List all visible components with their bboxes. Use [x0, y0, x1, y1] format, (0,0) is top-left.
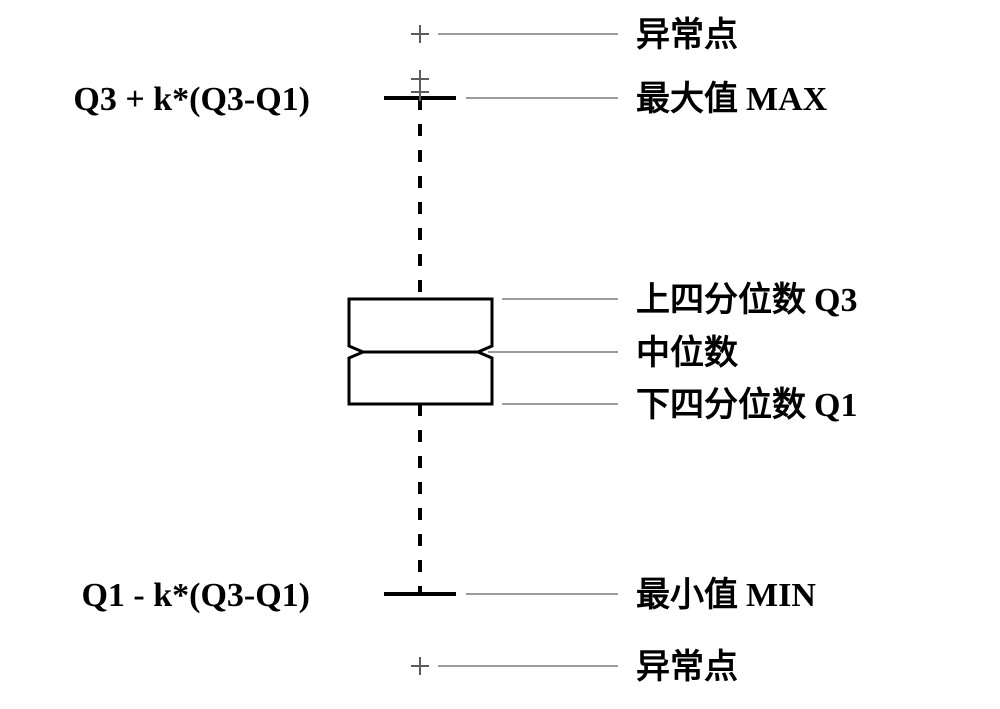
label-median: 中位数 — [636, 334, 738, 372]
label-outlier-top: 异常点 — [636, 16, 738, 54]
label-max: 最大值MAX — [636, 80, 828, 118]
label-q3: 上四分位数Q3 — [636, 281, 857, 319]
label-upper-bound: Q3 + k*(Q3-Q1) — [73, 81, 310, 118]
label-min: 最小值MIN — [636, 576, 816, 614]
label-q1: 下四分位数Q1 — [636, 386, 857, 424]
label-outlier-bottom: 异常点 — [636, 648, 738, 686]
label-lower-bound: Q1 - k*(Q3-Q1) — [81, 577, 310, 614]
